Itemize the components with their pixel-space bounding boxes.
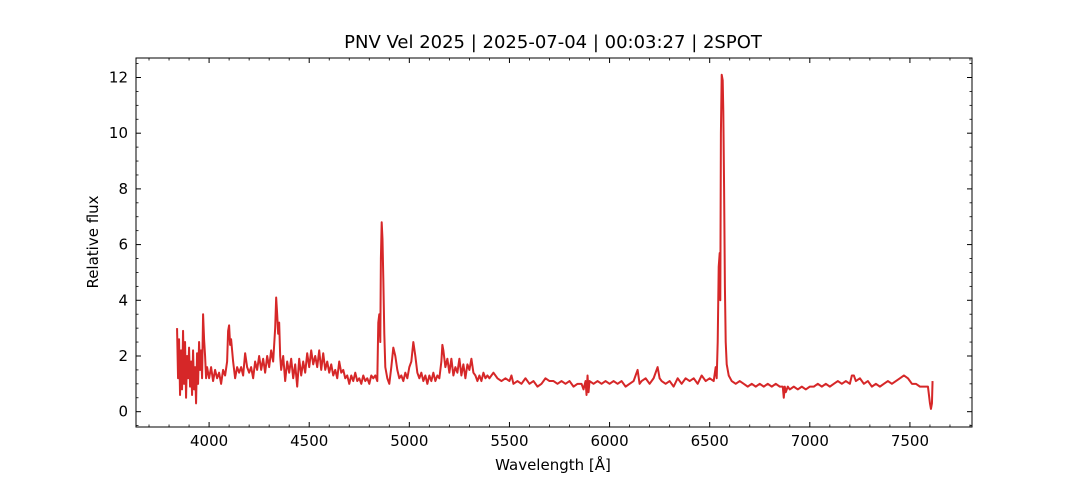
- x-tick-label: 6500: [691, 432, 729, 450]
- y-tick-label: 12: [109, 68, 128, 86]
- x-tick-label: 7500: [891, 432, 929, 450]
- x-tick-label: 4000: [190, 432, 228, 450]
- x-axis-label: Wavelength [Å]: [495, 455, 611, 474]
- x-axis: 4000 4500 5000 5500 6000 6500 7000 7500: [190, 58, 929, 450]
- y-tick-label: 0: [118, 403, 128, 421]
- y-tick-label: 10: [109, 124, 128, 142]
- y-tick-label: 8: [118, 180, 128, 198]
- y-tick-label: 2: [118, 347, 128, 365]
- y-axis-label: Relative flux: [84, 195, 102, 288]
- x-tick-label: 5000: [390, 432, 428, 450]
- plot-frame: [135, 57, 973, 428]
- y-tick-label: 4: [118, 291, 128, 309]
- x-tick-label: 7000: [791, 432, 829, 450]
- minor-ticks: [136, 58, 972, 427]
- y-tick-label: 6: [118, 236, 128, 254]
- x-tick-label: 6000: [590, 432, 628, 450]
- x-tick-label: 5500: [490, 432, 528, 450]
- y-axis: 0 2 4 6 8 10 12: [109, 68, 972, 421]
- x-tick-label: 4500: [290, 432, 328, 450]
- chart-title: PNV Vel 2025 | 2025-07-04 | 00:03:27 | 2…: [344, 32, 763, 53]
- spectrum-line: [176, 73, 934, 410]
